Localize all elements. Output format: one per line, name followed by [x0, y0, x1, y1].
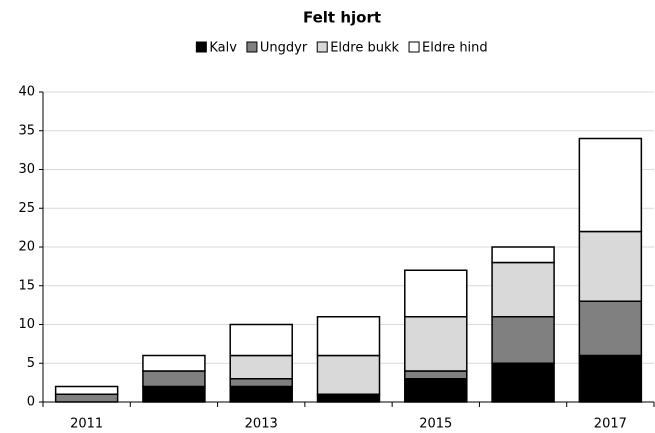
x-tick-label: 2015 — [419, 417, 452, 432]
bar-segment — [54, 385, 119, 395]
x-tick-label: 2013 — [245, 417, 278, 432]
y-tick-label: 40 — [18, 85, 35, 100]
legend-label: Kalv — [209, 41, 237, 56]
bar-segment — [491, 362, 555, 403]
bar-segment — [404, 370, 468, 380]
bar-segment — [142, 370, 206, 388]
y-tick-label: 10 — [18, 317, 35, 332]
bar-segment — [404, 378, 468, 403]
legend-label: Eldre hind — [422, 41, 488, 56]
bar-segment — [229, 354, 293, 380]
bar-segment — [578, 137, 643, 233]
bar-segment — [578, 300, 643, 357]
chart-title: Felt hjort — [303, 9, 381, 27]
bar-segment — [229, 385, 293, 403]
bar-segment — [404, 316, 468, 372]
y-tick-label: 20 — [18, 240, 35, 255]
y-tick-label: 0 — [27, 395, 35, 410]
legend: Kalv Ungdyr Eldre bukk Eldre hind — [195, 41, 488, 56]
x-tick-label: 2017 — [594, 417, 627, 432]
bar-segment — [316, 354, 381, 395]
y-tick-label: 15 — [18, 278, 35, 293]
bar-segment — [404, 269, 468, 318]
legend-swatch — [195, 41, 207, 53]
y-tick-label: 35 — [18, 123, 35, 138]
bar-segment — [491, 246, 555, 264]
legend-label: Ungdyr — [260, 41, 308, 56]
bar-segment — [316, 393, 381, 403]
bar-segment — [54, 393, 119, 403]
bar-segment — [142, 354, 206, 372]
bar-segment — [316, 316, 381, 357]
y-tick-label: 25 — [18, 201, 35, 216]
bar-segment — [578, 354, 643, 403]
bar-segment — [142, 385, 206, 403]
y-tick-label: 30 — [18, 162, 35, 177]
bar-segment — [491, 316, 555, 364]
bar-segment — [229, 378, 293, 388]
legend-label: Eldre bukk — [330, 41, 399, 56]
legend-swatch — [408, 41, 420, 53]
bar-segment — [491, 261, 555, 318]
bar-segment — [578, 230, 643, 302]
bar-segment — [229, 323, 293, 357]
legend-swatch — [246, 41, 258, 53]
x-tick-label: 2011 — [70, 417, 103, 432]
legend-swatch — [316, 41, 328, 53]
y-tick-label: 5 — [27, 356, 35, 371]
